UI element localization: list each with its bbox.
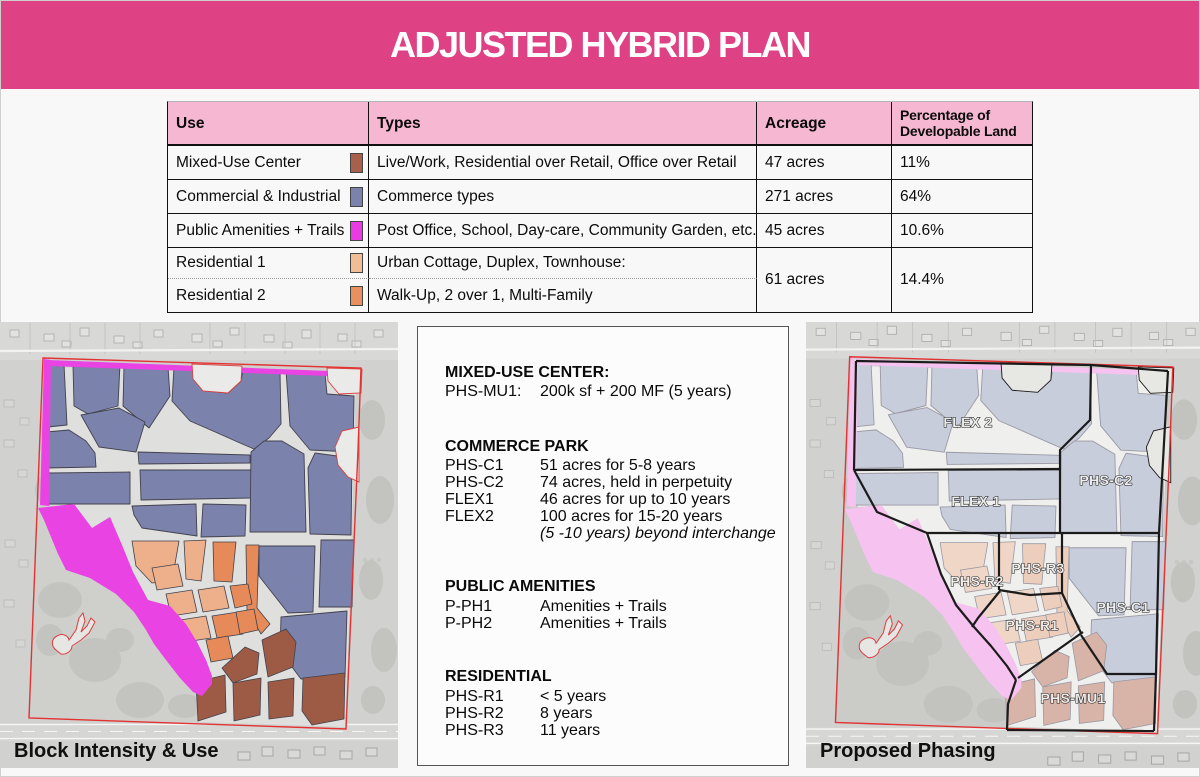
svg-text:FLEX 2: FLEX 2: [943, 414, 992, 430]
svg-text:PHS-MU1: PHS-MU1: [1040, 690, 1105, 706]
svg-text:FLEX 1: FLEX 1: [951, 493, 1000, 509]
svg-text:PHS-R3: PHS-R3: [1011, 560, 1064, 576]
svg-text:PHS-R1: PHS-R1: [1005, 617, 1058, 633]
svg-text:PHS-C2: PHS-C2: [1079, 472, 1132, 488]
svg-text:PHS-R2: PHS-R2: [950, 573, 1003, 589]
svg-text:PHS-C1: PHS-C1: [1096, 599, 1149, 615]
